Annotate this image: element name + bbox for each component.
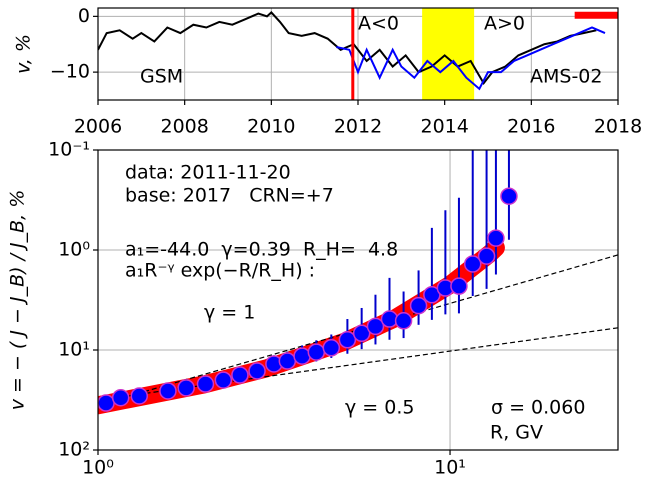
annotation: σ = 0.060 bbox=[491, 397, 585, 419]
y-tick-label: 10¹ bbox=[58, 339, 90, 361]
span bbox=[422, 8, 475, 100]
annotation: data: 2011-11-20 bbox=[125, 162, 291, 184]
plot-area bbox=[98, 150, 618, 415]
data-point bbox=[409, 296, 428, 315]
x-axis-label: R, GV bbox=[490, 422, 543, 444]
reference-label: γ = 1 bbox=[204, 302, 255, 324]
annotation: A>0 bbox=[484, 13, 525, 35]
data-point bbox=[98, 394, 115, 412]
x-tick-label: 10¹ bbox=[434, 457, 466, 479]
x-tick-label: 2012 bbox=[334, 116, 382, 138]
y-axis-label: v, % bbox=[13, 34, 35, 74]
series-line bbox=[336, 26, 606, 91]
data-point bbox=[248, 362, 266, 380]
annotation: a₁R⁻ᵞ exp(−R/R_H) : bbox=[125, 260, 315, 282]
data-point bbox=[500, 187, 518, 205]
x-tick-label: 2016 bbox=[507, 116, 555, 138]
data-point bbox=[394, 312, 413, 330]
annotation: base: 2017 CRN=+7 bbox=[125, 185, 334, 207]
annotation: A<0 bbox=[358, 13, 399, 35]
y-tick-label: 10⁰ bbox=[58, 239, 90, 261]
y-axis-label: v = − ( J − J_B) / J_B, % bbox=[7, 190, 29, 411]
y-tick-label: 0 bbox=[78, 5, 90, 27]
x-tick-label: 2014 bbox=[420, 116, 468, 138]
reference-label: γ = 0.5 bbox=[345, 397, 414, 419]
frame bbox=[97, 149, 619, 451]
legend-label: AMS-02 bbox=[530, 66, 602, 88]
top-panel: 2006 2008 2010 2012 2014 2016 2018 0 −10 A<0 A>0 GS… bbox=[13, 5, 643, 138]
data-point bbox=[463, 255, 482, 273]
data-point bbox=[322, 339, 341, 357]
data-point bbox=[293, 347, 311, 365]
data-point bbox=[177, 379, 195, 397]
x-tick-label: 2018 bbox=[594, 116, 642, 138]
data-point bbox=[231, 366, 249, 384]
data-point bbox=[214, 371, 233, 389]
x-tick-label: 2008 bbox=[160, 116, 208, 138]
data-point bbox=[338, 331, 357, 349]
data-point bbox=[352, 324, 371, 343]
series-line bbox=[98, 11, 597, 86]
bottom-panel: 10⁰ 10¹ 10⁻¹ 10⁰ 10¹ 10² data: 2011-11-20base:… bbox=[7, 139, 619, 479]
data-point bbox=[196, 375, 215, 393]
data-point bbox=[477, 247, 496, 265]
legend-label: GSM bbox=[140, 66, 183, 88]
data-point bbox=[487, 229, 505, 247]
data-point bbox=[366, 317, 385, 336]
data-point bbox=[278, 352, 297, 370]
y-tick-label: 10⁻¹ bbox=[48, 139, 90, 161]
x-tick-label: 10⁰ bbox=[82, 457, 114, 479]
data-point bbox=[111, 388, 130, 407]
x-tick-label: 2010 bbox=[247, 116, 295, 138]
y-tick-label: 10² bbox=[58, 439, 90, 461]
data-point bbox=[450, 277, 468, 295]
data-point bbox=[130, 387, 149, 405]
y-tick-label: −10 bbox=[50, 61, 90, 83]
data-point bbox=[159, 382, 177, 400]
data-point bbox=[307, 343, 326, 361]
frame bbox=[97, 7, 619, 101]
annotation: a₁=-44.0 γ=0.39 R_H= 4.8 bbox=[125, 239, 398, 261]
plot-area bbox=[98, 8, 618, 100]
x-tick-label: 2006 bbox=[74, 116, 122, 138]
